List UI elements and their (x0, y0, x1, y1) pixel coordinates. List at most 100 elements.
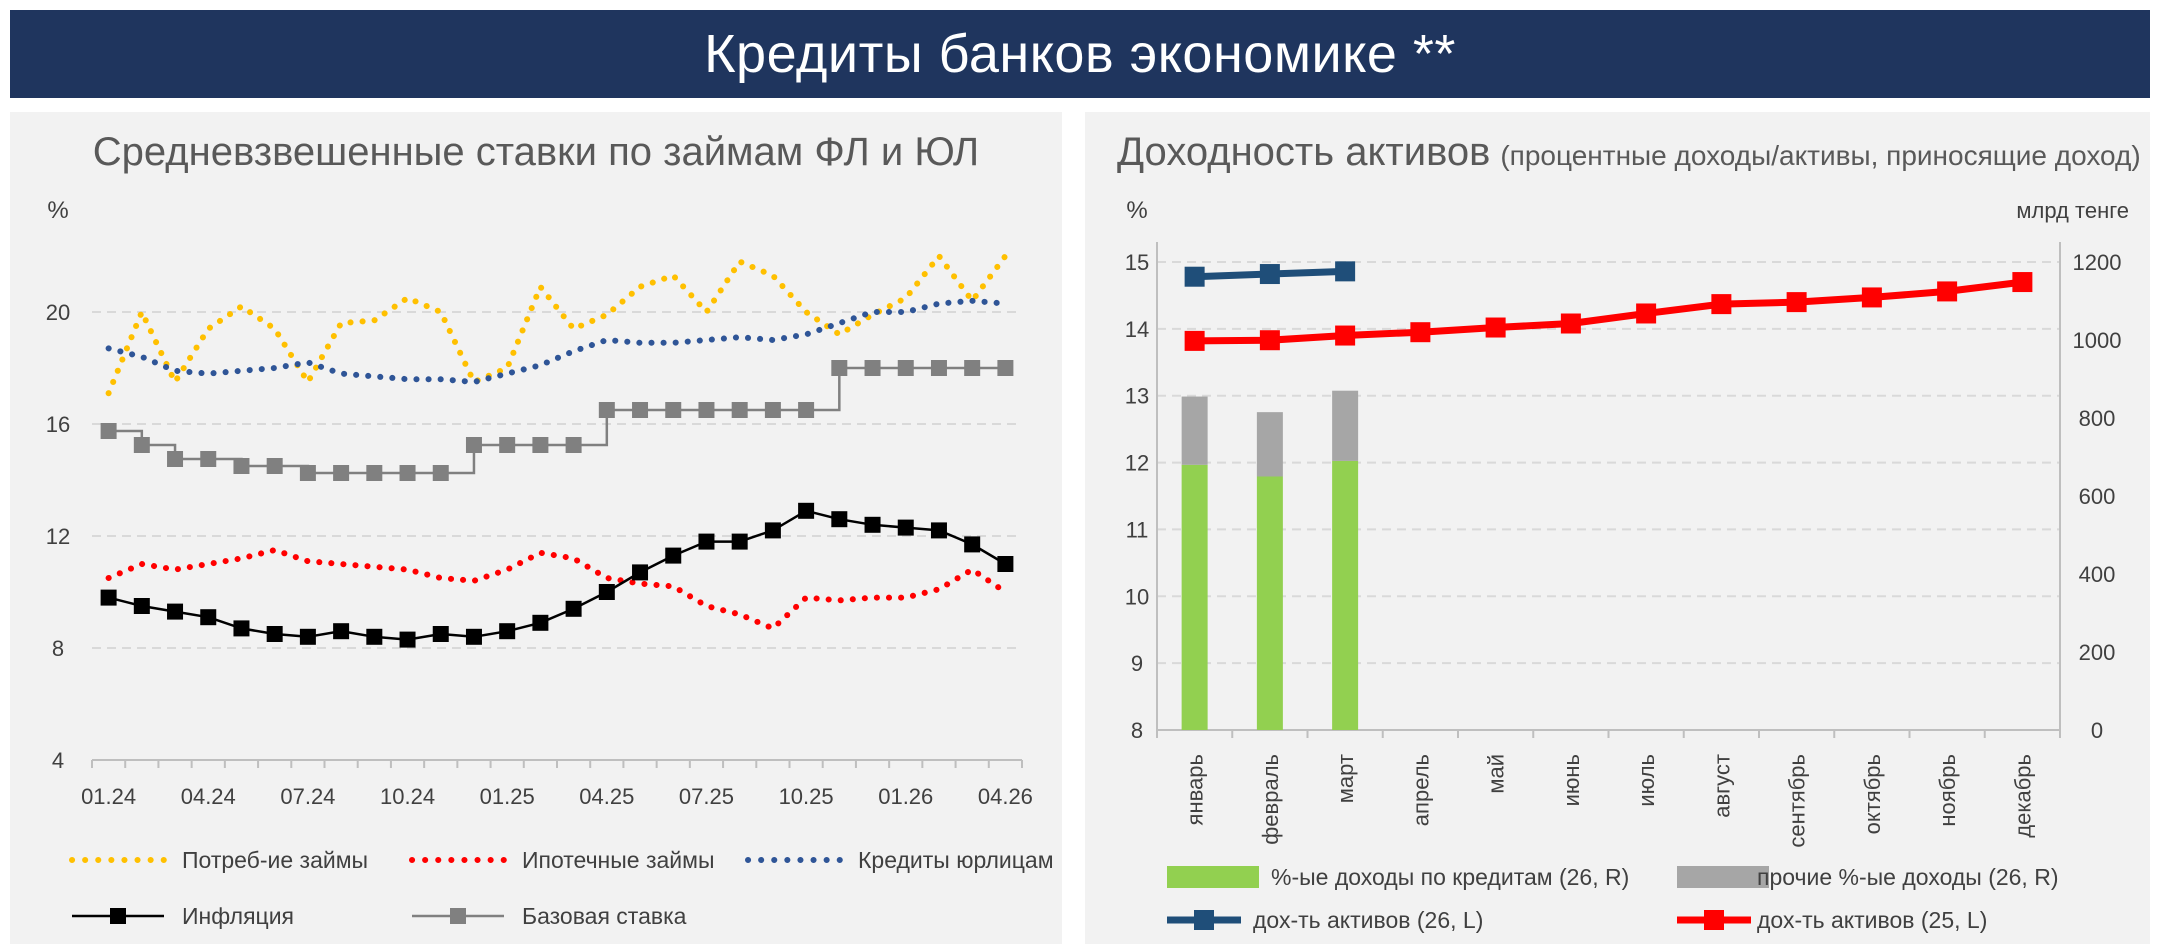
legend-swatch-bar-0 (1167, 866, 1259, 888)
series-point-4 (233, 458, 250, 474)
bar-other-interest (1332, 390, 1359, 461)
series-point-1 (1184, 330, 1205, 351)
series-point-4 (266, 458, 283, 474)
series-point-4 (864, 360, 881, 376)
series-point-1 (1560, 313, 1581, 334)
y2-tick-label: 800 (2079, 406, 2116, 431)
x-tick-label: 04.25 (579, 784, 634, 809)
series-point-3 (731, 533, 748, 550)
y-axis-label: % (1126, 197, 1147, 224)
legend-marker-0 (1194, 910, 1214, 930)
y-tick-label: 16 (46, 412, 70, 437)
series-point-3 (665, 547, 682, 564)
x-tick-label: 07.24 (280, 784, 335, 809)
y-tick-label: 14 (1125, 317, 1149, 342)
legend-label-0: Потреб-ие займы (182, 847, 368, 873)
banner-title: Кредиты банков экономике ** (10, 10, 2150, 98)
series-point-1 (1711, 294, 1732, 315)
series-point-3 (299, 628, 316, 645)
series-point-4 (167, 451, 184, 467)
y-tick-label: 20 (46, 300, 70, 325)
series-point-3 (200, 609, 217, 626)
series-point-1 (1410, 322, 1431, 343)
series-point-3 (997, 556, 1014, 572)
series-point-4 (133, 437, 150, 453)
series-point-4 (698, 402, 715, 418)
series-point-4 (366, 465, 383, 481)
x-tick-label: декабрь (2010, 754, 2035, 838)
series-point-3 (698, 533, 715, 550)
bar-interest-loans (1332, 460, 1359, 730)
series-point-1 (1937, 281, 1958, 302)
series-point-4 (897, 360, 914, 376)
y-tick-label: 8 (1131, 718, 1143, 743)
series-point-4 (665, 402, 682, 418)
series-point-4 (831, 360, 848, 376)
series-line-0 (105, 251, 1009, 397)
series-point-3 (333, 623, 350, 640)
series-point-3 (233, 620, 250, 637)
series-point-1 (1259, 330, 1280, 351)
legend-swatch-bar-1 (1677, 866, 1769, 888)
series-point-1 (1335, 325, 1356, 346)
x-tick-label: 07.25 (679, 784, 734, 809)
x-tick-label: май (1484, 754, 1509, 794)
x-tick-label: октябрь (1860, 754, 1885, 834)
series-point-3 (465, 628, 482, 645)
series-point-3 (100, 589, 117, 606)
x-tick-label: 04.26 (978, 784, 1033, 809)
series-line-2 (105, 297, 1009, 386)
x-tick-label: 01.24 (81, 784, 136, 809)
interest-rates-panel: Средневзвешенные ставки по займам ФЛ и Ю… (10, 112, 1062, 944)
x-tick-label: февраль (1258, 754, 1283, 845)
legend-label-1: Ипотечные займы (522, 847, 715, 873)
x-tick-label: 01.26 (878, 784, 933, 809)
y-tick-label: 4 (52, 748, 64, 773)
series-line-4 (108, 366, 1006, 475)
y-tick-label: 13 (1125, 384, 1149, 409)
series-point-4 (100, 423, 117, 439)
series-point-4 (333, 465, 350, 481)
x-tick-label: июнь (1559, 754, 1584, 806)
series-point-4 (997, 360, 1014, 376)
series-point-3 (399, 631, 416, 648)
chart-title-main: Доходность активов (1117, 130, 1490, 174)
series-point-1 (1861, 287, 1882, 308)
legend-label-bar-0: %-ые доходы по кредитам (26, R) (1271, 864, 1629, 890)
series-point-3 (366, 628, 383, 645)
series-point-1 (1636, 303, 1657, 324)
y2-tick-label: 1000 (2073, 328, 2122, 353)
series-point-3 (133, 598, 150, 614)
x-tick-label: сентябрь (1785, 754, 1810, 848)
series-point-3 (831, 511, 848, 528)
series-point-4 (499, 437, 516, 453)
x-tick-label: 04.24 (181, 784, 236, 809)
legend-label-line-0: дох-ть активов (26, L) (1253, 907, 1483, 933)
series-point-4 (465, 437, 482, 453)
series-point-0 (1259, 264, 1280, 285)
x-tick-label: 10.25 (779, 784, 834, 809)
y-tick-label: 10 (1125, 584, 1149, 609)
series-point-3 (930, 522, 947, 539)
y-tick-label: 12 (46, 524, 70, 549)
series-point-3 (598, 584, 615, 600)
series-point-3 (897, 519, 914, 536)
series-point-4 (798, 402, 815, 418)
x-tick-label: август (1709, 754, 1734, 818)
legend-marker-1 (1704, 910, 1724, 930)
series-point-4 (731, 402, 748, 418)
series-point-3 (798, 502, 815, 519)
asset-yield-chart: Доходность активов (процентные доходы/акт… (1117, 130, 2141, 933)
y2-axis-label: млрд тенге (2016, 198, 2129, 223)
series-point-3 (864, 516, 881, 533)
series-point-3 (764, 522, 781, 539)
series-point-4 (764, 402, 781, 418)
x-tick-label: апрель (1408, 754, 1433, 826)
y-axis-label: % (47, 197, 68, 224)
series-point-0 (1184, 266, 1205, 287)
series-point-3 (565, 600, 582, 617)
bar-interest-loans (1256, 476, 1283, 730)
x-tick-label: ноябрь (1935, 754, 1960, 827)
series-point-0 (1335, 261, 1356, 282)
series-point-4 (565, 437, 582, 453)
